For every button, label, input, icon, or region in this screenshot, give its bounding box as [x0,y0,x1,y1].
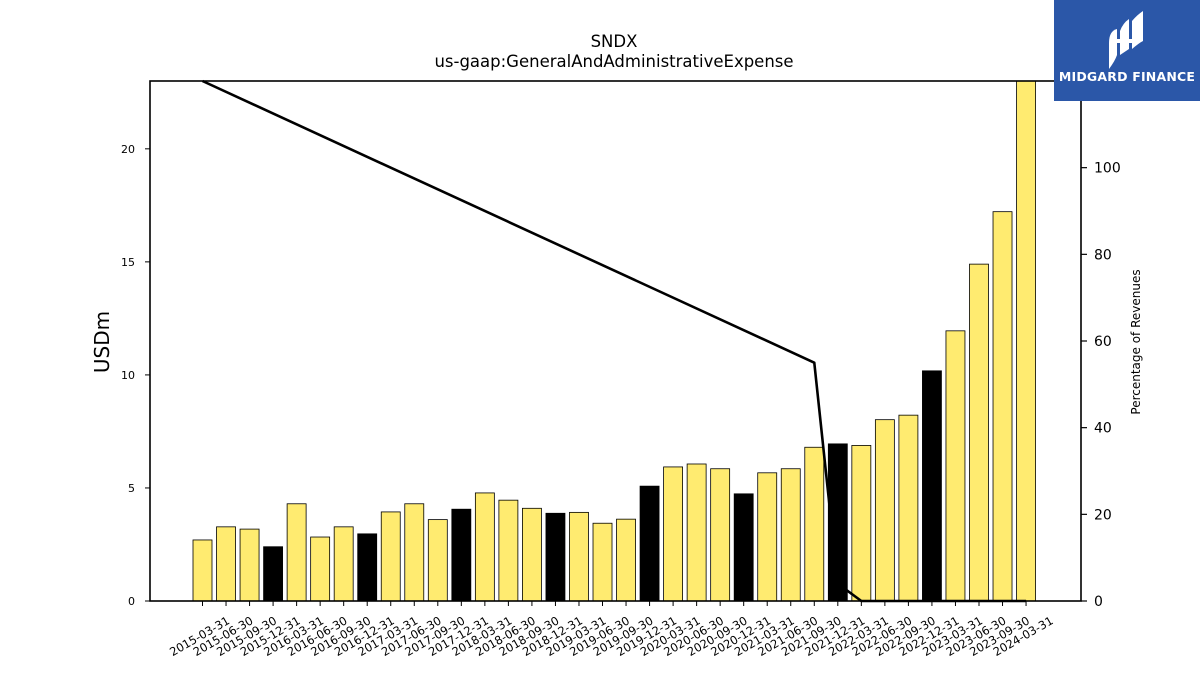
bar-2015-09-30 [239,528,260,602]
y-axis-label: USDm [90,311,114,373]
bar-2018-09-30 [522,507,542,602]
logo-text: MIDGARD FINANCE [1058,69,1196,84]
bar-2015-06-30 [216,526,236,602]
y-tick-label-10: 10 [121,369,135,382]
y2-tick-label-20: 20 [1094,507,1112,523]
y-tick-label-0: 0 [128,595,135,608]
midgard-logo-icon [1109,11,1143,69]
midgard-finance-logo: MIDGARD FINANCE [1054,0,1200,101]
bar-2022-09-30 [898,414,919,602]
y2-tick-label-0: 0 [1094,594,1103,610]
bar-2022-12-31 [922,370,942,602]
bar-2019-12-31 [639,485,660,602]
bar-2016-12-31 [357,533,378,602]
bar-2019-03-31 [569,511,589,602]
bar-2023-06-30 [969,263,989,602]
bar-2018-06-30 [498,499,519,602]
bar-2023-03-31 [945,330,966,602]
bar-2015-03-31 [192,539,213,602]
bars-layer [192,80,1036,602]
chart-title: SNDX [590,32,638,51]
bar-2015-12-31 [263,546,283,602]
chart-subtitle: us-gaap:GeneralAndAdministrativeExpense [434,52,794,71]
bar-2020-09-30 [710,468,731,602]
bar-2016-09-30 [333,526,354,602]
bar-2018-12-31 [545,512,566,602]
bar-2024-03-31 [1016,80,1036,602]
bar-2021-06-30 [780,468,801,602]
y2-tick-label-100: 100 [1094,161,1121,177]
bar-2017-12-31 [451,508,472,602]
y2-tick-label-60: 60 [1094,334,1112,350]
y-tick-label-5: 5 [128,482,135,495]
y2-axis-label: Percentage of Revenues [1129,269,1143,414]
bar-2020-06-30 [686,463,707,602]
bar-2017-09-30 [427,519,448,602]
bar-2016-03-31 [286,503,307,602]
bar-2017-03-31 [380,511,401,602]
bar-2018-03-31 [474,492,495,602]
bar-2020-12-31 [733,493,754,602]
bar-2023-09-30 [992,211,1013,602]
bar-2019-09-30 [616,518,636,602]
y2-tick-label-80: 80 [1094,247,1112,263]
bar-2016-06-30 [310,536,331,602]
bar-2022-03-31 [851,445,872,602]
bar-2017-06-30 [404,503,425,602]
bar-2020-03-31 [663,466,683,602]
bar-2019-06-30 [592,522,613,602]
bar-2022-06-30 [874,419,895,602]
y2-tick-label-40: 40 [1094,421,1112,437]
y-tick-label-20: 20 [121,143,135,156]
bar-2021-09-30 [804,446,825,602]
bar-2021-03-31 [757,472,778,602]
y-tick-label-15: 15 [121,256,135,269]
